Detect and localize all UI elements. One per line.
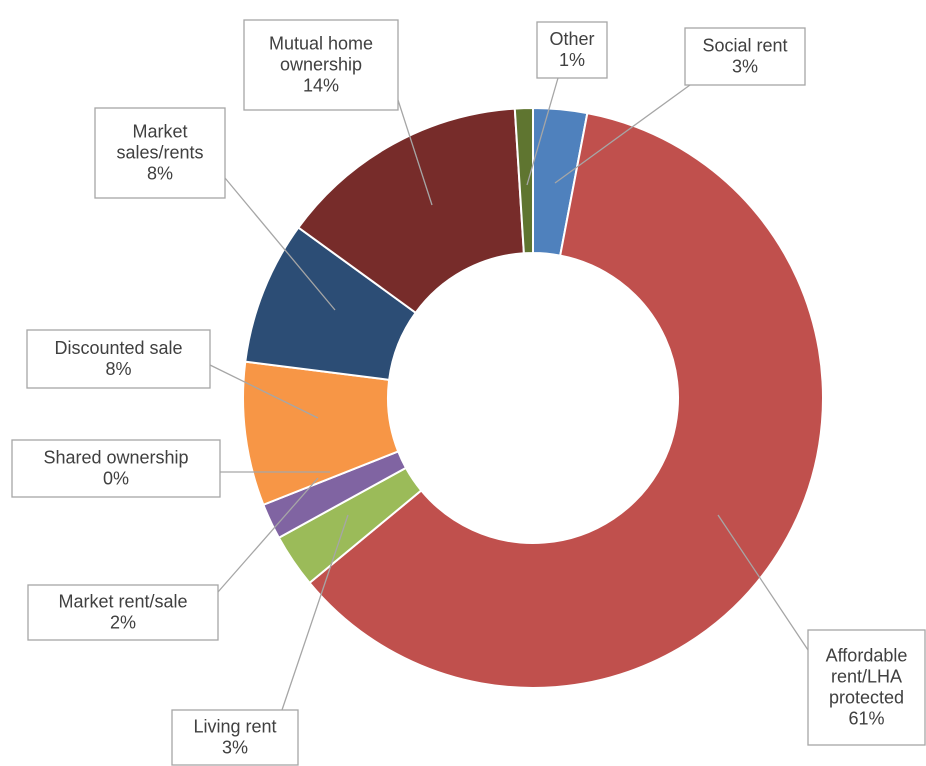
leader-line: [526, 77, 559, 186]
donut-slice: [513, 106, 534, 255]
category-label: Social rent: [702, 36, 787, 56]
value-label: 2%: [110, 613, 136, 633]
category-label: Shared ownership: [43, 448, 188, 468]
value-label: 1%: [559, 50, 585, 70]
label-box: [536, 21, 608, 79]
leader-line: [717, 514, 809, 651]
value-label: 8%: [105, 359, 131, 379]
label-line: rent/LHA: [831, 667, 902, 687]
category-label: Other: [549, 29, 594, 49]
label-line: Market: [132, 122, 187, 142]
label-box: [11, 439, 221, 498]
leader-line: [397, 99, 433, 206]
category-label: Market rent/sale: [58, 592, 187, 612]
value-label: 8%: [147, 164, 173, 184]
value-label: 61%: [848, 709, 884, 729]
leader-line: [281, 514, 349, 711]
label-line: Mutual home: [269, 34, 373, 54]
label-line: Affordable: [826, 646, 908, 666]
value-label: 14%: [303, 76, 339, 96]
label-box: [684, 27, 806, 86]
label-line: Other: [549, 29, 594, 49]
value-label: 3%: [732, 57, 758, 77]
label-line: Market rent/sale: [58, 592, 187, 612]
label-box: [27, 584, 219, 641]
label-box: [94, 107, 226, 199]
label-line: Shared ownership: [43, 448, 188, 468]
label-box: [807, 629, 926, 746]
label-box: [243, 19, 399, 111]
category-label: Mutual home ownership: [269, 34, 373, 75]
value-label: 3%: [222, 738, 248, 758]
label-line: Discounted sale: [54, 338, 182, 358]
category-label: Affordable rent/LHA protected: [826, 646, 908, 708]
leader-line: [209, 364, 319, 419]
label-box: [26, 329, 211, 389]
leader-line: [224, 177, 336, 311]
category-label: Market sales/rents: [116, 122, 203, 163]
label-line: protected: [829, 688, 904, 708]
label-line: Living rent: [193, 717, 276, 737]
donut-slice: [296, 107, 525, 315]
leader-line: [554, 84, 691, 184]
label-line: Social rent: [702, 36, 787, 56]
leader-line: [217, 477, 319, 593]
label-line: sales/rents: [116, 143, 203, 163]
value-label: 0%: [103, 469, 129, 489]
category-label: Living rent: [193, 717, 276, 737]
category-label: Discounted sale: [54, 338, 182, 358]
label-line: ownership: [280, 55, 362, 75]
donut-slice: [308, 111, 824, 689]
label-box: [171, 709, 299, 766]
